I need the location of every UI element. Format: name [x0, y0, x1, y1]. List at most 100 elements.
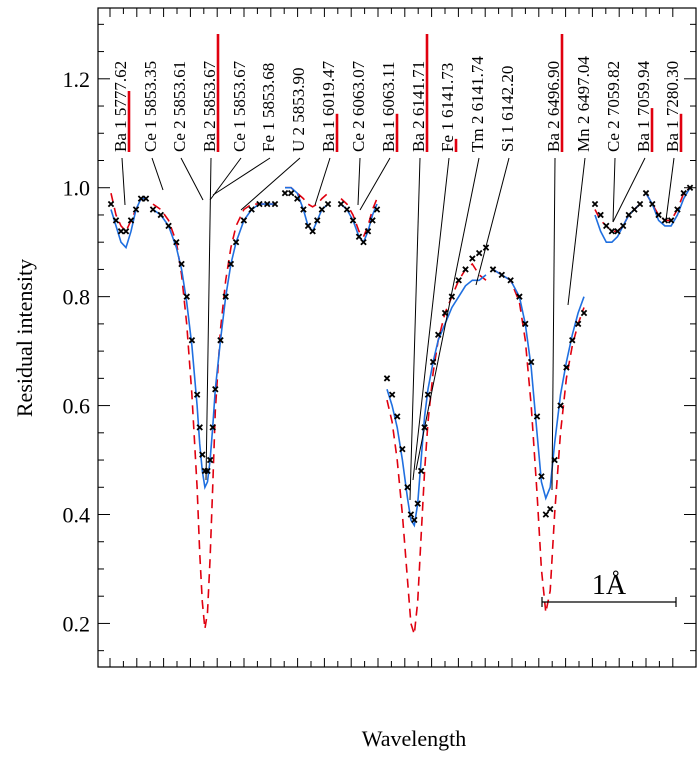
observed-point [580, 309, 588, 317]
spectrum-segment [107, 193, 150, 250]
spectrum-segment [642, 184, 694, 227]
observed-point [399, 445, 406, 453]
observed-point [489, 266, 497, 273]
observed-point [300, 206, 307, 213]
observed-point [294, 195, 301, 202]
observed-point [597, 211, 604, 219]
line-leader [205, 157, 212, 481]
line-id-label: Ce 1 5853.67 [230, 60, 249, 152]
line-id-label: Mn 2 6497.04 [574, 56, 593, 152]
line-id-label: Ba 1 7280.30 [663, 61, 682, 152]
line-id-label: Tm 2 6141.74 [468, 56, 487, 152]
line-leader [180, 157, 204, 201]
observed-point [314, 217, 321, 224]
line-id: Ba 1 6063.11 [359, 61, 399, 211]
observed-point [538, 473, 545, 480]
model-solid-line [645, 187, 691, 227]
line-id: Si 1 6142.20 [475, 66, 517, 286]
observed-point [183, 293, 190, 300]
observed-point [157, 211, 165, 219]
observed-point [469, 255, 476, 262]
observed-point [178, 260, 185, 268]
observed-point [173, 238, 180, 246]
observed-point [263, 200, 271, 208]
line-id-label: Ba 2 6141.71 [409, 61, 428, 152]
observed-point [547, 505, 554, 513]
observed-point [369, 217, 376, 224]
line-id-label: Ba 2 5853.67 [200, 60, 219, 152]
line-id: Ba 2 5853.67 [200, 34, 220, 481]
observed-point [117, 228, 125, 235]
line-leader [212, 157, 271, 196]
observed-point [240, 217, 248, 224]
observed-point [394, 413, 401, 420]
observed-point [429, 358, 437, 366]
line-leader [121, 157, 126, 206]
line-id-label: Ce 1 5853.35 [141, 61, 160, 152]
line-id-label: Ba 1 7059.94 [634, 60, 653, 152]
observed-point [441, 309, 449, 317]
y-tick-label: 1.2 [63, 67, 91, 92]
observed-point [614, 228, 621, 235]
observed-point [360, 238, 367, 246]
line-leader [359, 157, 391, 211]
spectrum-segment [337, 198, 381, 246]
observed-point [271, 200, 279, 208]
line-id-label: Ba 1 6063.11 [379, 61, 398, 152]
observed-point [533, 413, 541, 420]
model-solid-line [386, 274, 487, 528]
line-id-label: Si 1 6142.20 [498, 66, 517, 152]
observed-point [206, 456, 214, 464]
observed-point [591, 200, 599, 208]
observed-point [498, 271, 506, 279]
observed-point [407, 511, 415, 518]
observed-point [165, 222, 172, 230]
observed-point [434, 331, 442, 339]
observed-point [507, 277, 514, 284]
line-id: Ce 2 7059.82 [604, 61, 623, 223]
observed-point [527, 358, 535, 366]
observed-point [625, 211, 632, 219]
spectrum-segment [149, 200, 279, 630]
spectrum-segment [591, 200, 644, 243]
spectral-segments [107, 184, 694, 635]
observed-point [388, 391, 396, 398]
line-id: Ba 1 7059.94 [612, 60, 654, 223]
observed-point [557, 402, 564, 409]
observed-point [304, 222, 312, 230]
observed-point [404, 484, 411, 491]
line-id: Ce 2 5853.61 [170, 61, 204, 201]
observed-point [636, 200, 644, 208]
observed-point [209, 424, 216, 431]
observed-point [188, 336, 196, 344]
observed-point [631, 206, 638, 213]
observed-point [232, 238, 240, 246]
line-leader [567, 157, 586, 306]
observed-point [574, 320, 582, 328]
observed-point [349, 217, 357, 224]
observed-point [355, 233, 363, 240]
observed-point [542, 511, 550, 518]
observed-point [193, 391, 201, 398]
line-id-label: Fe 1 5853.68 [259, 63, 278, 152]
observed-point [222, 293, 229, 300]
observed-point [667, 217, 675, 224]
observed-point [551, 456, 558, 464]
observed-point [287, 189, 295, 197]
line-leader [551, 157, 556, 491]
model-solid-line [492, 268, 585, 501]
observed-point [217, 336, 224, 344]
line-id-label: Ba 1 6019.47 [319, 60, 338, 152]
line-id-label: Ce 2 6063.07 [349, 60, 368, 152]
observed-point [281, 189, 289, 197]
model-dashed-line [285, 186, 329, 208]
observed-point [680, 189, 687, 197]
line-leader [612, 157, 646, 223]
observed-point [324, 200, 332, 208]
line-leader [240, 157, 301, 211]
line-id: Fe 1 6141.73 [412, 63, 458, 481]
observed-point [199, 451, 206, 458]
observed-point [522, 320, 529, 328]
plot-frame [97, 7, 697, 668]
